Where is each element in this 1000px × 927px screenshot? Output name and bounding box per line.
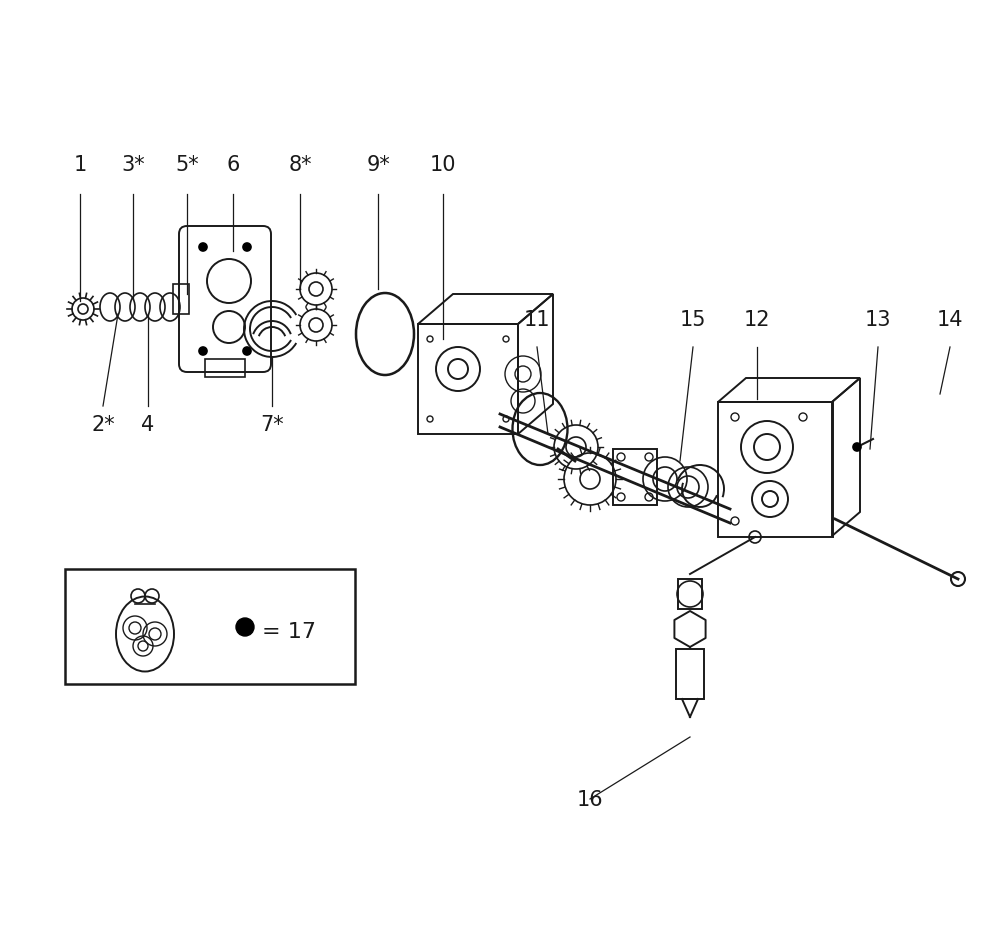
- Circle shape: [243, 348, 251, 356]
- Text: 6: 6: [226, 155, 240, 175]
- Text: 4: 4: [141, 414, 155, 435]
- Bar: [205, 360, 245, 377]
- Circle shape: [199, 348, 207, 356]
- Text: 14: 14: [937, 310, 963, 330]
- Text: 9*: 9*: [366, 155, 390, 175]
- Bar: [718, 402, 833, 538]
- Text: 3*: 3*: [121, 155, 145, 175]
- Text: 12: 12: [744, 310, 770, 330]
- Text: 1: 1: [73, 155, 87, 175]
- Text: 7*: 7*: [260, 414, 284, 435]
- Text: 5*: 5*: [175, 155, 199, 175]
- Text: 15: 15: [680, 310, 706, 330]
- Bar: [418, 324, 518, 435]
- Bar: [173, 285, 189, 314]
- Bar: [65, 569, 355, 684]
- Circle shape: [853, 443, 861, 451]
- Text: 8*: 8*: [288, 155, 312, 175]
- Bar: [678, 579, 702, 609]
- Text: 11: 11: [524, 310, 550, 330]
- Bar: [676, 649, 704, 699]
- Text: 2*: 2*: [91, 414, 115, 435]
- Text: = 17: = 17: [262, 621, 316, 641]
- Circle shape: [236, 618, 254, 636]
- Text: 10: 10: [430, 155, 456, 175]
- Text: 13: 13: [865, 310, 891, 330]
- Text: 16: 16: [577, 789, 603, 809]
- Bar: [613, 450, 657, 505]
- Circle shape: [243, 244, 251, 252]
- Circle shape: [199, 244, 207, 252]
